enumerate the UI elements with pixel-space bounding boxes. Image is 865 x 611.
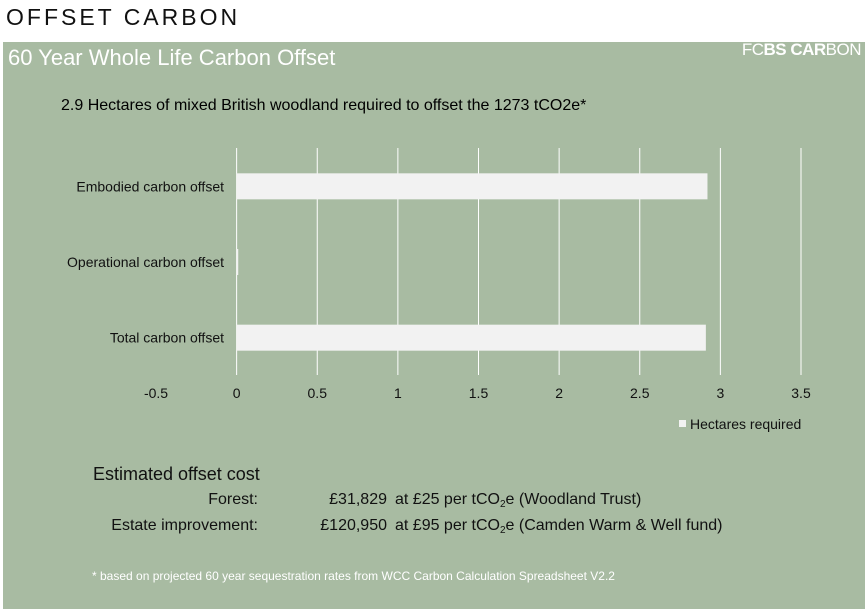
x-tick-label: 0 <box>233 385 241 401</box>
cost-rate: at £95 per tCO2e (Camden Warm & Well fun… <box>395 517 723 536</box>
legend-swatch <box>679 420 686 427</box>
chart-title: 2.9 Hectares of mixed British woodland r… <box>61 97 587 114</box>
x-tick-label: 3.5 <box>791 385 811 401</box>
bar <box>236 173 708 200</box>
bar <box>236 324 706 351</box>
cost-amount: £31,829 <box>329 491 387 508</box>
x-tick-label: 2 <box>555 385 563 401</box>
cost-rate: at £25 per tCO2e (Woodland Trust) <box>395 491 642 510</box>
legend-label: Hectares required <box>690 416 801 432</box>
x-tick-label: 1 <box>394 385 402 401</box>
offset-bar-chart: -0.5 0 0.5 1 1.5 2 2.5 3 3.5 Embodied carbon offs… <box>67 148 811 432</box>
category-label: Embodied carbon offset <box>76 178 224 194</box>
bar <box>236 249 239 275</box>
page-heading: OFFSET CARBON <box>6 4 241 30</box>
x-tick-label: 1.5 <box>469 385 489 401</box>
x-tick-label: 3 <box>716 385 724 401</box>
cost-title: Estimated offset cost <box>93 464 260 484</box>
category-label: Total carbon offset <box>110 330 224 346</box>
x-tick-label: 0.5 <box>308 385 328 401</box>
category-label: Operational carbon offset <box>67 254 224 270</box>
cost-label: Forest: <box>208 491 258 508</box>
cost-label: Estate improvement: <box>111 517 258 534</box>
x-tick-label: -0.5 <box>144 385 168 401</box>
brand-logo: FCBS CARBON <box>741 40 862 59</box>
footnote: * based on projected 60 year sequestrati… <box>92 569 615 583</box>
offset-panel: 60 Year Whole Life Carbon Offset FCBS CA… <box>3 40 865 609</box>
panel-title: 60 Year Whole Life Carbon Offset <box>8 45 336 70</box>
x-tick-label: 2.5 <box>630 385 650 401</box>
cost-amount: £120,950 <box>320 517 387 534</box>
